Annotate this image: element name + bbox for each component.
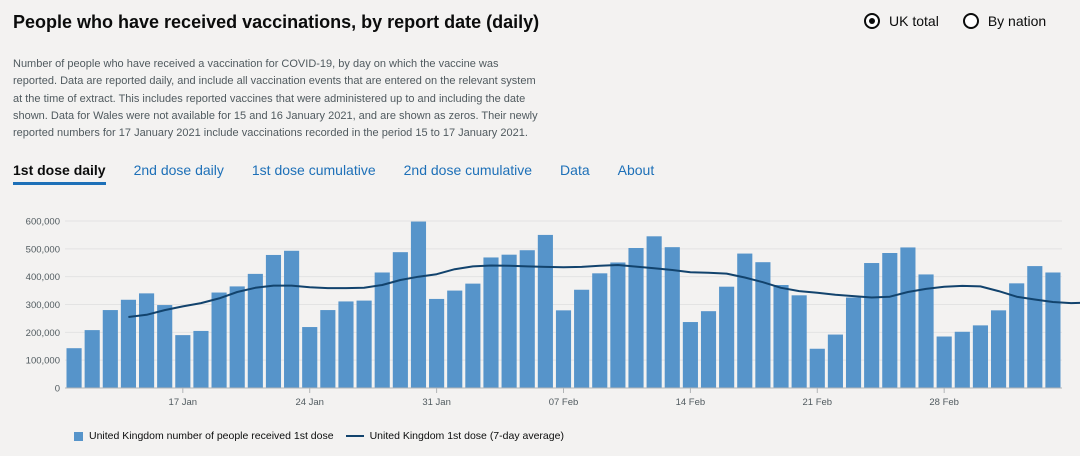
y-tick-label: 0 xyxy=(55,384,60,395)
bar[interactable] xyxy=(719,286,735,388)
legend-label: United Kingdom 1st dose (7-day average) xyxy=(369,430,564,442)
x-tick-label: 28 Feb xyxy=(929,397,959,408)
legend-label: United Kingdom number of people received… xyxy=(89,430,334,442)
area-selector: UK total By nation xyxy=(864,13,1046,29)
bar-swatch-icon xyxy=(74,431,83,441)
bar[interactable] xyxy=(157,305,173,388)
bar[interactable] xyxy=(247,273,263,388)
bar[interactable] xyxy=(265,254,282,388)
bar[interactable] xyxy=(700,311,717,388)
bar[interactable] xyxy=(483,257,499,388)
bar[interactable] xyxy=(773,285,789,388)
y-tick-label: 400,000 xyxy=(26,272,60,283)
y-tick-label: 600,000 xyxy=(26,217,60,228)
bar[interactable] xyxy=(392,252,408,388)
bar[interactable] xyxy=(519,250,535,388)
bar[interactable] xyxy=(864,263,880,388)
bar[interactable] xyxy=(900,247,916,388)
bar[interactable] xyxy=(338,301,354,388)
chart-tabs: 1st dose daily 2nd dose daily 1st dose c… xyxy=(13,162,654,185)
y-tick-label: 300,000 xyxy=(26,300,60,311)
bar[interactable] xyxy=(302,327,318,388)
bar[interactable] xyxy=(936,336,952,388)
bar[interactable] xyxy=(410,221,427,388)
bar[interactable] xyxy=(737,253,753,388)
bar[interactable] xyxy=(682,322,698,388)
x-tick-label: 24 Jan xyxy=(295,397,324,408)
chart-description: Number of people who have received a vac… xyxy=(13,58,538,140)
x-tick-label: 31 Jan xyxy=(422,397,451,408)
bar[interactable] xyxy=(320,310,336,388)
bar[interactable] xyxy=(918,274,934,388)
bar[interactable] xyxy=(1045,272,1061,388)
bar[interactable] xyxy=(755,262,771,388)
bar[interactable] xyxy=(574,289,590,388)
bar[interactable] xyxy=(1027,266,1043,388)
x-tick-label: 21 Feb xyxy=(802,397,832,408)
bar[interactable] xyxy=(954,331,970,388)
bar[interactable] xyxy=(84,330,100,388)
bar[interactable] xyxy=(664,247,680,388)
x-tick-label: 17 Jan xyxy=(169,397,198,408)
bar[interactable] xyxy=(356,300,372,388)
x-tick-label: 07 Feb xyxy=(549,397,579,408)
bar[interactable] xyxy=(646,236,662,388)
tab-1st-dose-daily[interactable]: 1st dose daily xyxy=(13,162,106,185)
y-tick-label: 500,000 xyxy=(26,244,60,255)
bar[interactable] xyxy=(628,247,644,388)
legend-item-line[interactable]: United Kingdom 1st dose (7-day average) xyxy=(345,430,564,442)
bar[interactable] xyxy=(102,310,118,388)
y-tick-label: 100,000 xyxy=(26,356,60,367)
radio-label: UK total xyxy=(889,13,939,29)
tab-1st-dose-cumulative[interactable]: 1st dose cumulative xyxy=(251,162,376,178)
bar[interactable] xyxy=(447,290,463,388)
bar[interactable] xyxy=(882,253,898,388)
bar[interactable] xyxy=(791,295,807,388)
tab-data[interactable]: Data xyxy=(560,162,590,178)
radio-label: By nation xyxy=(987,13,1047,29)
bar[interactable] xyxy=(211,292,227,388)
bar[interactable] xyxy=(229,286,245,388)
tab-2nd-dose-daily[interactable]: 2nd dose daily xyxy=(133,162,224,178)
bar[interactable] xyxy=(66,348,82,388)
tab-about[interactable]: About xyxy=(617,162,655,178)
bar[interactable] xyxy=(827,334,843,388)
radio-by-nation[interactable]: By nation xyxy=(962,13,1047,29)
bar[interactable] xyxy=(555,310,572,388)
y-tick-label: 200,000 xyxy=(26,328,60,339)
bar[interactable] xyxy=(139,293,155,388)
page-title: People who have received vaccinations, b… xyxy=(13,12,540,32)
bar[interactable] xyxy=(374,272,390,388)
tab-2nd-dose-cumulative[interactable]: 2nd dose cumulative xyxy=(403,162,533,178)
bar[interactable] xyxy=(1009,283,1025,388)
bar[interactable] xyxy=(193,330,209,388)
bar[interactable] xyxy=(537,234,553,388)
bar[interactable] xyxy=(501,254,517,388)
line-swatch-icon xyxy=(345,435,364,437)
bar[interactable] xyxy=(175,335,191,388)
vaccination-chart: 0 100,000 200,000 300,000 400,000 500,000 600,… xyxy=(26,217,1080,408)
radio-checked-icon[interactable] xyxy=(864,13,880,29)
bar[interactable] xyxy=(990,310,1007,388)
radio-unchecked-icon[interactable] xyxy=(962,13,979,29)
bar[interactable] xyxy=(284,250,300,388)
bar[interactable] xyxy=(845,297,862,388)
radio-uk-total[interactable]: UK total xyxy=(864,13,939,29)
bar[interactable] xyxy=(592,273,608,388)
legend-item-bar[interactable]: United Kingdom number of people received… xyxy=(74,430,334,442)
x-tick-label: 14 Feb xyxy=(676,397,706,408)
bar[interactable] xyxy=(120,299,137,388)
bar[interactable] xyxy=(610,262,626,388)
chart-legend: United Kingdom number of people received… xyxy=(74,430,564,442)
bar[interactable] xyxy=(809,348,825,388)
bar[interactable] xyxy=(972,325,988,388)
bar[interactable] xyxy=(465,283,481,388)
average-line xyxy=(128,264,1080,318)
bar[interactable] xyxy=(429,298,445,388)
